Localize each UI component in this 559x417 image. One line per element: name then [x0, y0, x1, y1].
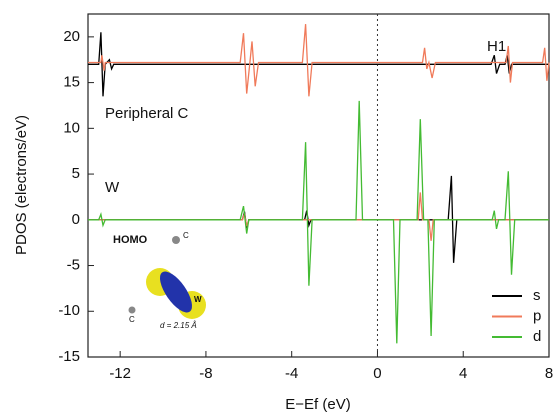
annotation: W	[105, 179, 120, 196]
y-tick-label: -15	[58, 348, 80, 365]
x-tick-label: -8	[199, 365, 212, 382]
legend-label: d	[533, 328, 541, 345]
x-tick-label: 4	[459, 365, 467, 382]
lobe	[159, 271, 193, 313]
inset-label: d = 2.15 Å	[160, 321, 197, 330]
y-tick-label: 5	[72, 165, 80, 182]
annotation: Peripheral C	[105, 105, 189, 122]
series-line	[88, 32, 549, 263]
x-axis-label: E−Ef (eV)	[285, 396, 350, 413]
inset: HOMO C C W d = 2.15 Å	[113, 231, 206, 330]
inset-label: HOMO	[113, 234, 148, 246]
legend-label: p	[533, 307, 541, 324]
atom	[172, 236, 180, 244]
atom	[128, 306, 136, 314]
plot-frame	[87, 13, 550, 358]
inset-label: W	[194, 295, 202, 304]
x-tick-label: -4	[285, 365, 298, 382]
series-line	[88, 100, 549, 344]
y-tick-label: 15	[63, 74, 80, 91]
series-line	[88, 24, 550, 241]
annotation: H1	[487, 38, 506, 55]
y-tick-label: -10	[58, 302, 80, 319]
x-tick-label: 0	[373, 365, 381, 382]
x-tick-label: -12	[109, 365, 131, 382]
legend-label: s	[533, 287, 541, 304]
inset-label: C	[129, 315, 135, 324]
y-tick-label: 10	[63, 119, 80, 136]
inset-label: C	[183, 231, 189, 240]
y-tick-label: 20	[63, 28, 80, 45]
y-tick-label: -5	[67, 257, 80, 274]
x-tick-label: 8	[545, 365, 553, 382]
y-axis-label: PDOS (electrons/eV)	[13, 115, 30, 255]
y-tick-label: 0	[72, 211, 80, 228]
